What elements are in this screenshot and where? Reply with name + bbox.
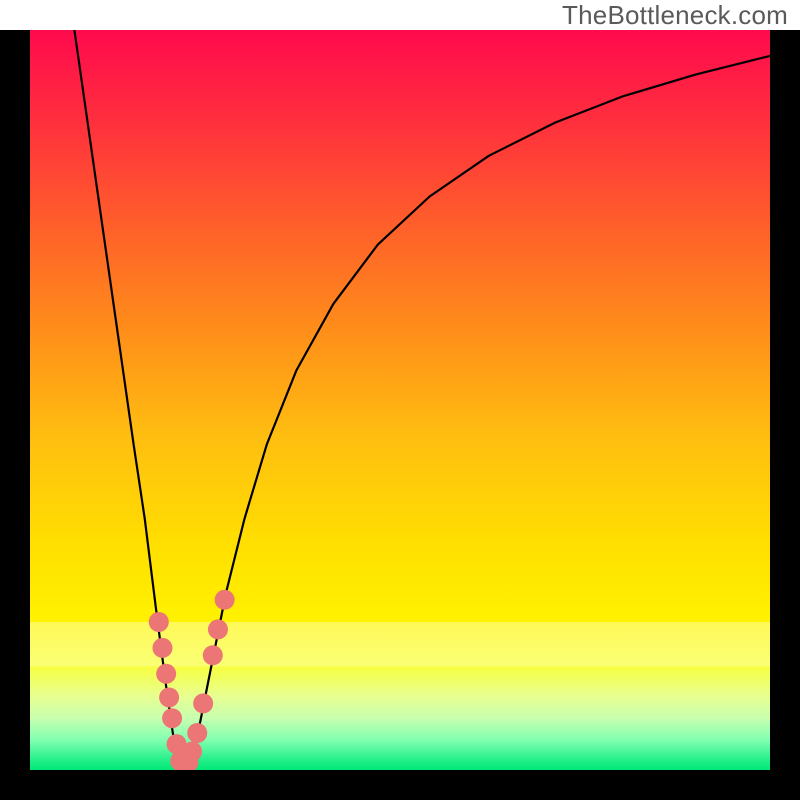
watermark-text: TheBottleneck.com: [562, 0, 788, 31]
chart-container: TheBottleneck.com: [0, 0, 800, 800]
bottleneck-curve-chart: [0, 0, 800, 800]
